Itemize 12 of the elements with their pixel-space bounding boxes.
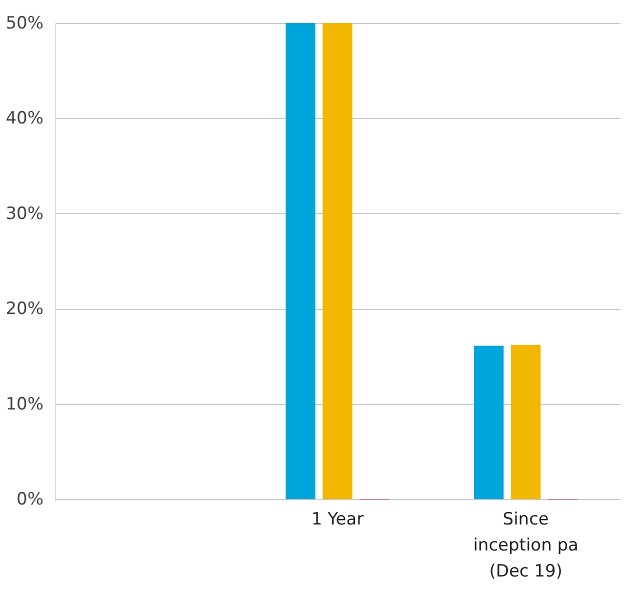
y-tick-label: 50% <box>6 14 44 34</box>
x-tick-label: 1 Year <box>311 510 364 530</box>
bar <box>286 23 316 500</box>
x-tick-label: Since inception pa (Dec 19) <box>473 510 578 582</box>
y-tick-label: 0% <box>16 490 44 510</box>
bar <box>511 344 541 500</box>
y-tick-label: 30% <box>6 204 44 224</box>
y-tick-label: 20% <box>6 299 44 320</box>
bar <box>474 346 504 500</box>
y-tick-label: 40% <box>6 108 44 129</box>
y-tick-label: 10% <box>6 394 44 414</box>
bar <box>322 23 352 500</box>
